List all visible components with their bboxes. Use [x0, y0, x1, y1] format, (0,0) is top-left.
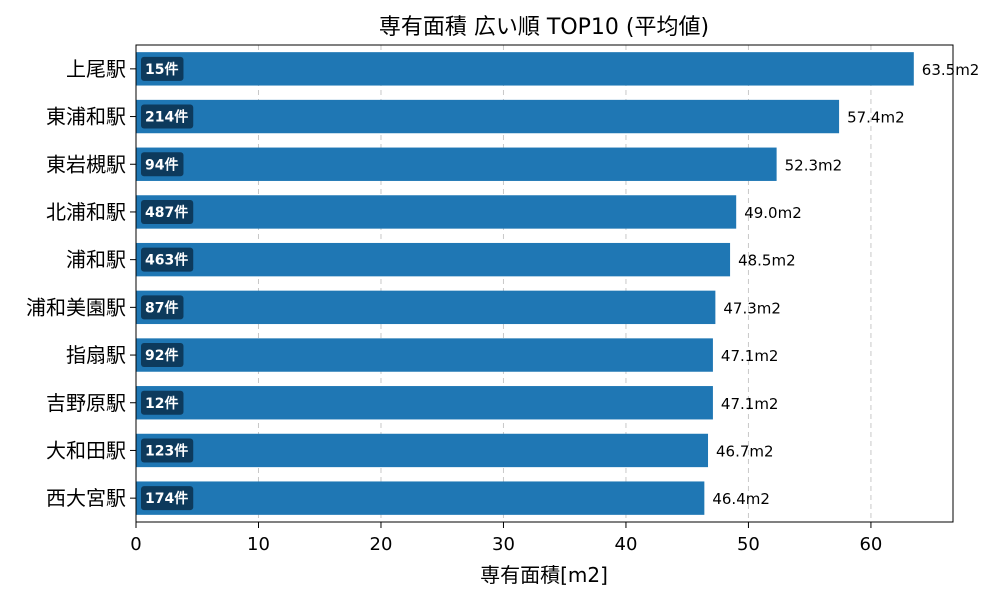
- x-tick-label-0: 0: [130, 534, 141, 555]
- count-badge-1: [141, 104, 194, 129]
- value-label-1: 57.4m2: [847, 109, 905, 127]
- bar-6: [136, 338, 713, 372]
- count-label-6: 92件: [145, 347, 178, 364]
- count-label-5: 87件: [145, 299, 178, 316]
- bar-7: [136, 386, 713, 420]
- count-badge-4: [141, 247, 194, 272]
- value-label-5: 47.3m2: [723, 299, 781, 317]
- count-badge-2: [141, 152, 184, 177]
- bar-9: [136, 481, 705, 515]
- x-tick-label-5: 50: [737, 534, 760, 555]
- count-label-0: 15件: [145, 61, 178, 78]
- count-label-7: 12件: [145, 395, 178, 412]
- category-label-4: 浦和駅: [66, 248, 126, 272]
- count-label-8: 123件: [145, 442, 188, 459]
- count-badge-9: [141, 486, 194, 511]
- count-badge-8: [141, 438, 194, 463]
- count-label-4: 463件: [145, 252, 188, 269]
- bar-0: [136, 52, 914, 86]
- count-label-2: 94件: [145, 156, 178, 173]
- bar-5: [136, 290, 716, 325]
- value-label-2: 52.3m2: [785, 156, 843, 174]
- x-tick-label-2: 20: [370, 534, 393, 555]
- bars: 63.5m2 15件 57.4m2 214件 52.3m2 94件 49.0m2 487件 48…: [136, 52, 979, 515]
- axes: 0 10 20 30 40 50 60 上尾駅東浦和駅東岩槻駅北浦和駅浦和駅浦和美園駅指扇駅吉…: [26, 44, 954, 555]
- value-label-0: 63.5m2: [922, 61, 980, 79]
- count-badge-6: [141, 343, 184, 368]
- category-label-0: 上尾駅: [66, 57, 126, 81]
- bar-3: [136, 195, 737, 229]
- category-label-6: 指扇駅: [66, 343, 126, 367]
- count-badge-5: [141, 295, 184, 320]
- count-label-1: 214件: [145, 109, 188, 126]
- plot-frame: [135, 44, 954, 523]
- category-label-3: 北浦和駅: [46, 200, 126, 224]
- value-label-4: 48.5m2: [738, 252, 796, 270]
- bar-4: [136, 242, 731, 277]
- bar-1: [136, 99, 840, 134]
- chart-title: 専有面積 広い順 TOP10 (平均値): [379, 15, 709, 40]
- count-label-9: 174件: [145, 490, 188, 507]
- category-label-9: 西大宮駅: [46, 486, 126, 510]
- x-tick-label-4: 40: [615, 534, 638, 555]
- x-tick-label-6: 60: [859, 534, 882, 555]
- count-badge-7: [141, 390, 184, 415]
- category-label-2: 東岩槻駅: [46, 152, 126, 176]
- category-label-8: 大和田駅: [46, 438, 126, 462]
- bar-8: [136, 433, 709, 468]
- category-label-5: 浦和美園駅: [26, 295, 126, 319]
- bar-2: [136, 147, 777, 181]
- x-axis-label: 専有面積[m2]: [480, 563, 608, 587]
- category-label-7: 吉野原駅: [46, 391, 126, 415]
- value-label-7: 47.1m2: [721, 395, 779, 413]
- x-tick-label-3: 30: [492, 534, 515, 555]
- count-label-3: 487件: [145, 204, 188, 221]
- value-label-9: 46.4m2: [712, 490, 770, 508]
- value-label-8: 46.7m2: [716, 442, 774, 460]
- value-label-6: 47.1m2: [721, 347, 779, 365]
- value-label-3: 49.0m2: [744, 204, 802, 222]
- count-badge-3: [141, 199, 194, 224]
- x-tick-label-1: 10: [247, 534, 270, 555]
- category-label-1: 東浦和駅: [46, 105, 126, 129]
- count-badge-0: [141, 56, 184, 81]
